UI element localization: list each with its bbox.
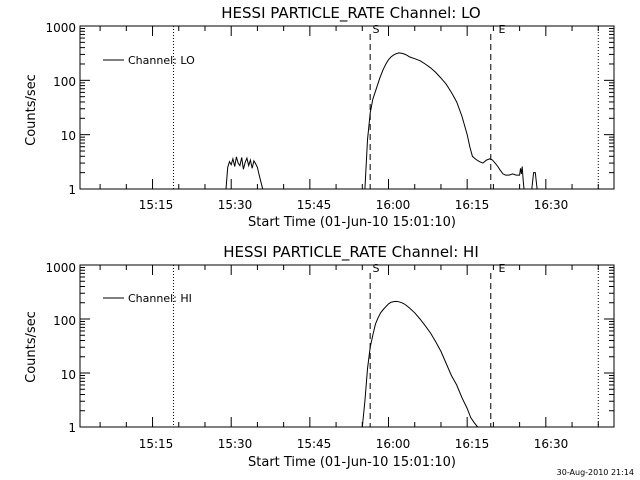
x-axis-label-hi: Start Time (01-Jun-10 15:01:10) <box>248 455 456 470</box>
y-tick-label: 1000 <box>45 261 76 275</box>
y-axis-label-hi: Counts/sec <box>24 311 39 383</box>
legend-label-hi: Channel: HI <box>128 292 192 305</box>
y-axis-label-lo: Counts/sec <box>24 74 39 146</box>
chart-panel-hi: HESSI PARTICLE_RATE Channel: HI Counts/s… <box>24 243 615 470</box>
marker-label-end-hi: E <box>499 262 506 275</box>
legend-label-lo: Channel: LO <box>128 54 195 67</box>
x-tick-label: 16:30 <box>534 198 569 212</box>
y-tick-label: 100 <box>53 75 76 89</box>
x-tick-label: 15:45 <box>297 198 332 212</box>
plot-area-hi <box>79 264 615 428</box>
marker-label-start-hi: S <box>373 262 380 275</box>
x-tick-labels-lo: 15:15 15:30 15:45 16:00 16:15 16:30 <box>139 198 569 212</box>
series-line-lo <box>364 52 538 190</box>
series-line-hi <box>361 300 479 428</box>
x-tick-label: 15:45 <box>297 437 332 451</box>
chart-title-lo: HESSI PARTICLE_RATE Channel: LO <box>221 4 480 23</box>
x-tick-label: 16:15 <box>455 437 490 451</box>
y-tick-label: 1 <box>68 421 76 435</box>
x-tick-label: 16:00 <box>376 437 411 451</box>
x-tick-label: 15:15 <box>139 437 174 451</box>
x-tick-label: 15:30 <box>218 437 253 451</box>
x-tick-label: 16:15 <box>455 198 490 212</box>
x-tick-labels-hi: 15:15 15:30 15:45 16:00 16:15 16:30 <box>139 437 569 451</box>
x-tick-label: 16:00 <box>376 198 411 212</box>
legend-hi: Channel: HI <box>103 292 192 305</box>
x-axis-label-lo: Start Time (01-Jun-10 15:01:10) <box>248 215 456 230</box>
legend-lo: Channel: LO <box>103 54 195 67</box>
y-tick-label: 1000 <box>45 21 76 35</box>
y-tick-labels-lo: 1 10 100 1000 <box>45 21 76 197</box>
x-tick-label: 15:30 <box>218 198 253 212</box>
plot-area-lo <box>79 25 615 190</box>
y-tick-label: 1 <box>68 183 76 197</box>
marker-label-end-lo: E <box>499 23 506 36</box>
x-tick-label: 16:30 <box>534 437 569 451</box>
generation-timestamp: 30-Aug-2010 21:14 <box>557 468 634 477</box>
chart-panel-lo: HESSI PARTICLE_RATE Channel: LO Counts/s… <box>24 4 615 230</box>
plot-frame-hi <box>79 264 615 428</box>
y-tick-labels-hi: 1 10 100 1000 <box>45 261 76 435</box>
y-tick-label: 10 <box>61 368 76 382</box>
x-tick-label: 15:15 <box>139 198 174 212</box>
marker-label-start-lo: S <box>373 23 380 36</box>
series-line-lo <box>225 156 264 190</box>
plot-frame-lo <box>79 25 615 190</box>
y-tick-label: 10 <box>61 129 76 143</box>
y-tick-label: 100 <box>53 314 76 328</box>
chart-title-hi: HESSI PARTICLE_RATE Channel: HI <box>223 243 479 262</box>
